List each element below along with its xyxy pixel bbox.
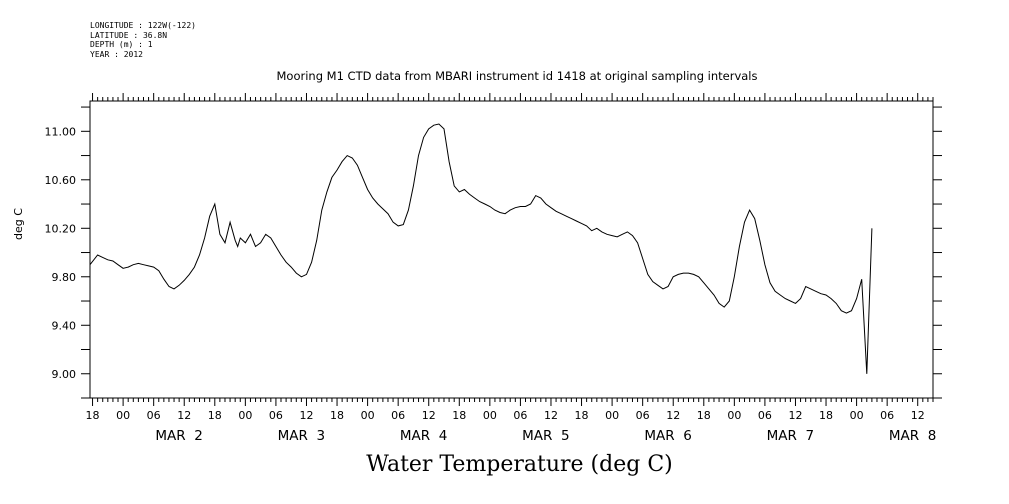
x-tick-label: 06 bbox=[391, 409, 405, 422]
x-tick-label: 18 bbox=[819, 409, 833, 422]
y-tick-label: 9.40 bbox=[52, 319, 77, 332]
x-tick-label: 12 bbox=[177, 409, 191, 422]
x-tick-label: 18 bbox=[697, 409, 711, 422]
longitude-text: LONGITUDE : 122W(-122) bbox=[90, 21, 196, 30]
x-tick-label: 12 bbox=[299, 409, 313, 422]
x-tick-label: 00 bbox=[850, 409, 864, 422]
x-tick-label: 18 bbox=[208, 409, 222, 422]
metadata-block: LONGITUDE : 122W(-122) LATITUDE : 36.8N … bbox=[90, 21, 196, 59]
day-label: MAR 6 bbox=[644, 428, 691, 444]
x-tick-label: 18 bbox=[575, 409, 589, 422]
x-axis-title: Water Temperature (deg C) bbox=[366, 452, 673, 477]
depth-text: DEPTH (m) : 1 bbox=[90, 40, 153, 49]
latitude-text: LATITUDE : 36.8N bbox=[90, 30, 168, 40]
plot-frame bbox=[89, 100, 934, 399]
x-tick-label: 12 bbox=[911, 409, 925, 422]
x-tick-label: 00 bbox=[361, 409, 375, 422]
x-tick-label: 12 bbox=[544, 409, 558, 422]
y-tick-label: 9.80 bbox=[52, 271, 77, 284]
temperature-series-line bbox=[89, 123, 873, 374]
chart-title: Mooring M1 CTD data from MBARI instrumen… bbox=[276, 69, 758, 83]
day-label: MAR 7 bbox=[767, 428, 814, 444]
x-tick-label: 18 bbox=[330, 409, 344, 422]
x-tick-label: 00 bbox=[483, 409, 497, 422]
x-tick-label: 06 bbox=[269, 409, 283, 422]
day-label: MAR 5 bbox=[522, 428, 569, 444]
y-tick-label: 9.00 bbox=[52, 368, 77, 381]
x-tick-label: 00 bbox=[727, 409, 741, 422]
y-tick-label: 11.00 bbox=[45, 125, 77, 138]
x-tick-label: 06 bbox=[147, 409, 161, 422]
day-label: MAR 3 bbox=[278, 428, 325, 444]
x-tick-label: 00 bbox=[605, 409, 619, 422]
x-tick-label: 18 bbox=[86, 409, 100, 422]
y-tick-label: 10.60 bbox=[45, 174, 77, 187]
x-tick-label: 06 bbox=[636, 409, 650, 422]
x-tick-label: 00 bbox=[116, 409, 130, 422]
x-tick-label: 18 bbox=[452, 409, 466, 422]
x-tick-label: 12 bbox=[422, 409, 436, 422]
day-label: MAR 4 bbox=[400, 428, 447, 444]
x-tick-label: 06 bbox=[880, 409, 894, 422]
x-tick-label: 12 bbox=[788, 409, 802, 422]
x-tick-label: 06 bbox=[758, 409, 772, 422]
day-label: MAR 2 bbox=[155, 428, 202, 444]
day-label: MAR 8 bbox=[889, 428, 936, 444]
year-text: YEAR : 2012 bbox=[90, 49, 143, 59]
x-tick-label: 06 bbox=[513, 409, 527, 422]
y-tick-label: 10.20 bbox=[45, 222, 77, 235]
x-tick-label: 12 bbox=[666, 409, 680, 422]
x-tick-label: 00 bbox=[238, 409, 252, 422]
